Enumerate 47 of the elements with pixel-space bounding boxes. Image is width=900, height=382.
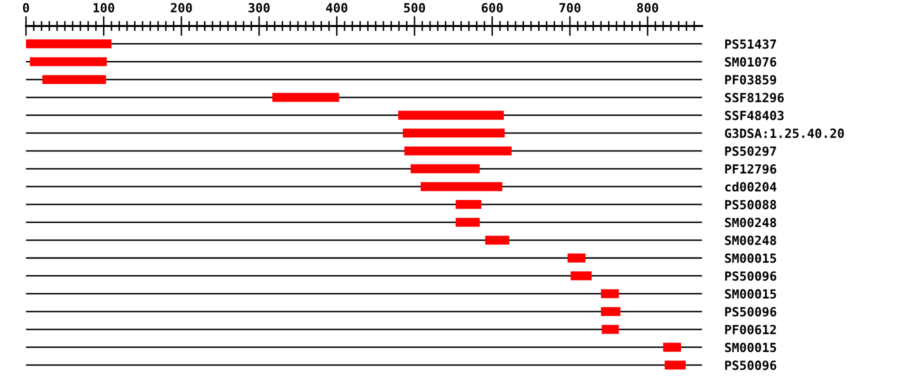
y-tick-label: SM00248	[725, 236, 776, 246]
bar	[568, 254, 586, 262]
bar	[663, 342, 682, 352]
bar	[42, 75, 106, 84]
y-tick-label: PF03859	[725, 75, 776, 85]
y-tick-label: PS50096	[725, 360, 776, 370]
y-tick-label: PS51437	[725, 39, 776, 49]
bar	[456, 200, 482, 209]
bar	[30, 57, 107, 66]
y-tick-label: PS50096	[725, 271, 776, 281]
bar	[664, 360, 686, 370]
bar	[600, 307, 620, 316]
x-tick-label: 200	[170, 3, 192, 12]
x-tick-label: 800	[637, 3, 658, 12]
bar	[402, 128, 505, 138]
bar	[404, 146, 512, 156]
x-tick-label: 0	[22, 3, 30, 12]
y-tick-label: PF00612	[725, 324, 776, 334]
bar	[600, 289, 619, 298]
x-tick-label: 500	[404, 3, 426, 12]
x-tick-label: 300	[248, 3, 270, 12]
y-tick-label: SM00015	[725, 342, 776, 352]
bar	[602, 324, 619, 334]
x-tick-label: 100	[94, 3, 114, 12]
bar	[485, 236, 510, 245]
bar	[26, 39, 112, 48]
bar	[570, 271, 592, 280]
y-tick-label: SSF48403	[725, 110, 784, 120]
y-tick-label: SM00015	[725, 289, 776, 299]
y-tick-label: PF12796	[725, 164, 776, 174]
y-tick-label: PS50297	[725, 146, 776, 156]
x-tick-label: 600	[482, 3, 503, 12]
y-tick-label: SM00015	[725, 253, 776, 263]
y-tick-label: SM01076	[725, 57, 776, 67]
bar	[398, 110, 504, 120]
y-tick-label: SSF81296	[725, 92, 784, 102]
y-tick-label: PS50096	[725, 307, 776, 317]
y-tick-label: SM00248	[725, 218, 776, 228]
x-tick-label: 400	[326, 3, 348, 12]
bar	[456, 218, 480, 227]
y-tick-label: PS50088	[725, 200, 776, 210]
bar	[420, 182, 502, 192]
bar	[272, 92, 340, 102]
y-tick-label: G3DSA:1.25.40.20	[724, 128, 844, 138]
bar	[410, 164, 480, 174]
y-tick-label: cd00204	[725, 182, 776, 192]
x-tick-label: 700	[559, 3, 580, 12]
